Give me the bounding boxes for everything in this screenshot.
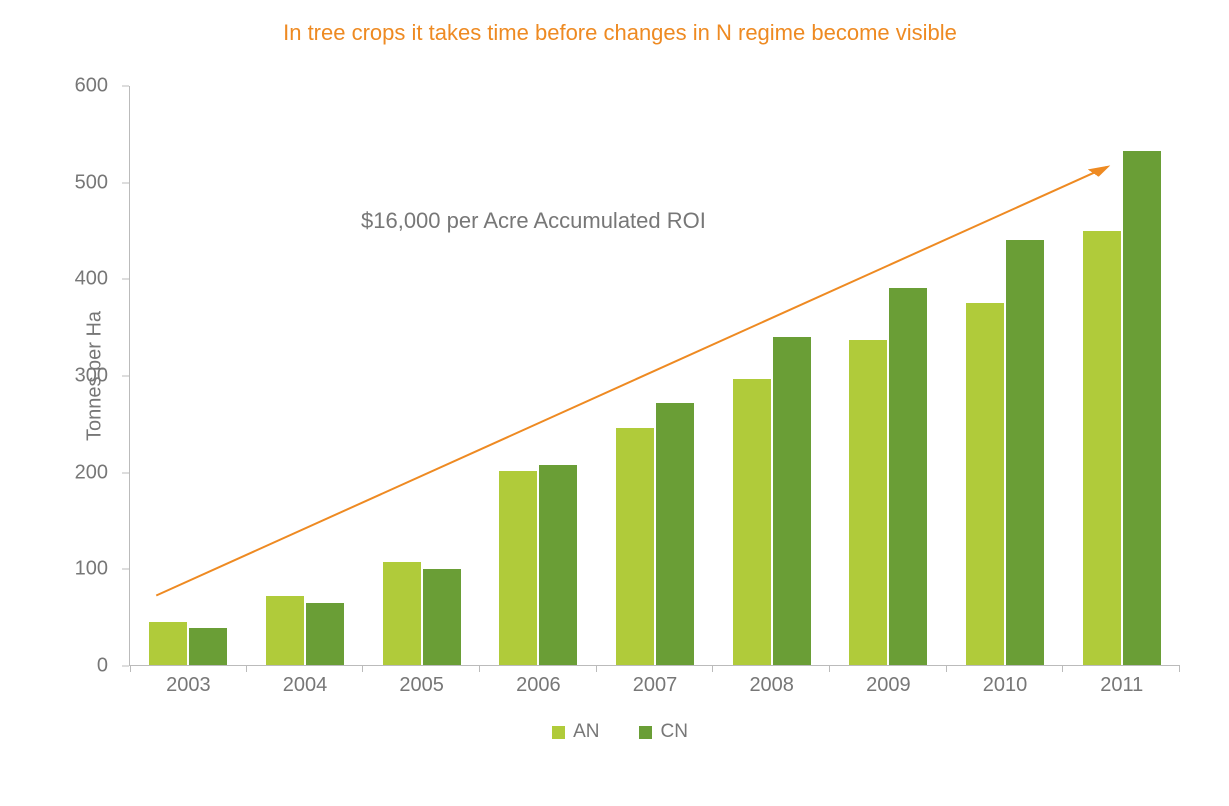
x-tick-mark [130,665,131,672]
legend: AN CN [60,721,1180,743]
bar-an [266,596,304,665]
y-tick: 400 [60,268,129,291]
category-group: 2005 [363,86,480,665]
bar-an [733,379,771,665]
y-tick-label: 300 [75,365,122,388]
x-tick-label: 2004 [283,674,328,697]
legend-swatch [639,726,652,739]
x-tick-mark [1179,665,1180,672]
x-tick-label: 2011 [1100,674,1143,697]
x-tick-label: 2010 [983,674,1028,697]
x-tick-mark [829,665,830,672]
bar-an [849,340,887,665]
y-tick-mark [122,182,129,183]
y-tick-mark [122,569,129,570]
x-tick-label: 2005 [399,674,444,697]
x-tick-mark [1062,665,1063,672]
bar-an [499,471,537,665]
bar-an [149,622,187,665]
category-group: 2003 [130,86,247,665]
legend-item-an: AN [552,721,599,743]
legend-label: AN [573,721,599,743]
bar-an [383,562,421,665]
category-group: 2007 [597,86,714,665]
bar-cn [423,569,461,666]
x-tick-label: 2007 [633,674,678,697]
x-tick-mark [946,665,947,672]
bar-cn [773,337,811,665]
x-tick-label: 2006 [516,674,561,697]
legend-swatch [552,726,565,739]
x-tick-label: 2003 [166,674,211,697]
category-group: 2006 [480,86,597,665]
category-group: 2011 [1063,86,1180,665]
y-tick-mark [122,472,129,473]
x-tick-mark [712,665,713,672]
legend-label: CN [660,721,687,743]
y-tick: 100 [60,558,129,581]
bar-cn [539,465,577,665]
bar-an [616,428,654,665]
y-axis: 0100200300400500600 [60,86,130,666]
plot-wrapper: Tonnes per Ha 0100200300400500600 $16,00… [60,86,1180,666]
category-group: 2008 [713,86,830,665]
y-tick-label: 100 [75,558,122,581]
y-tick-label: 200 [75,461,122,484]
x-tick-label: 2008 [749,674,794,697]
y-tick: 0 [60,655,129,678]
plot-area: $16,000 per Acre Accumulated ROI 2003200… [130,86,1180,666]
y-tick-mark [122,86,129,87]
y-tick: 300 [60,365,129,388]
y-tick-mark [122,279,129,280]
y-tick: 600 [60,75,129,98]
x-tick-label: 2009 [866,674,911,697]
bar-cn [189,628,227,665]
bar-an [966,303,1004,665]
y-tick: 200 [60,461,129,484]
bar-cn [306,603,344,665]
y-tick-label: 500 [75,171,122,194]
category-group: 2004 [247,86,364,665]
legend-item-cn: CN [639,721,687,743]
category-group: 2009 [830,86,947,665]
bar-cn [1006,240,1044,665]
chart-container: In tree crops it takes time before chang… [60,20,1180,780]
y-tick-label: 400 [75,268,122,291]
y-tick-mark [122,376,129,377]
x-tick-mark [362,665,363,672]
y-tick: 500 [60,171,129,194]
x-tick-mark [479,665,480,672]
y-tick-label: 600 [75,75,122,98]
bar-cn [889,288,927,665]
chart-title: In tree crops it takes time before chang… [60,20,1180,46]
bar-cn [1123,151,1161,665]
category-group: 2010 [947,86,1064,665]
y-tick-label: 0 [97,655,122,678]
bar-an [1083,231,1121,665]
y-tick-mark [122,666,129,667]
x-tick-mark [246,665,247,672]
x-tick-mark [596,665,597,672]
bar-cn [656,403,694,665]
